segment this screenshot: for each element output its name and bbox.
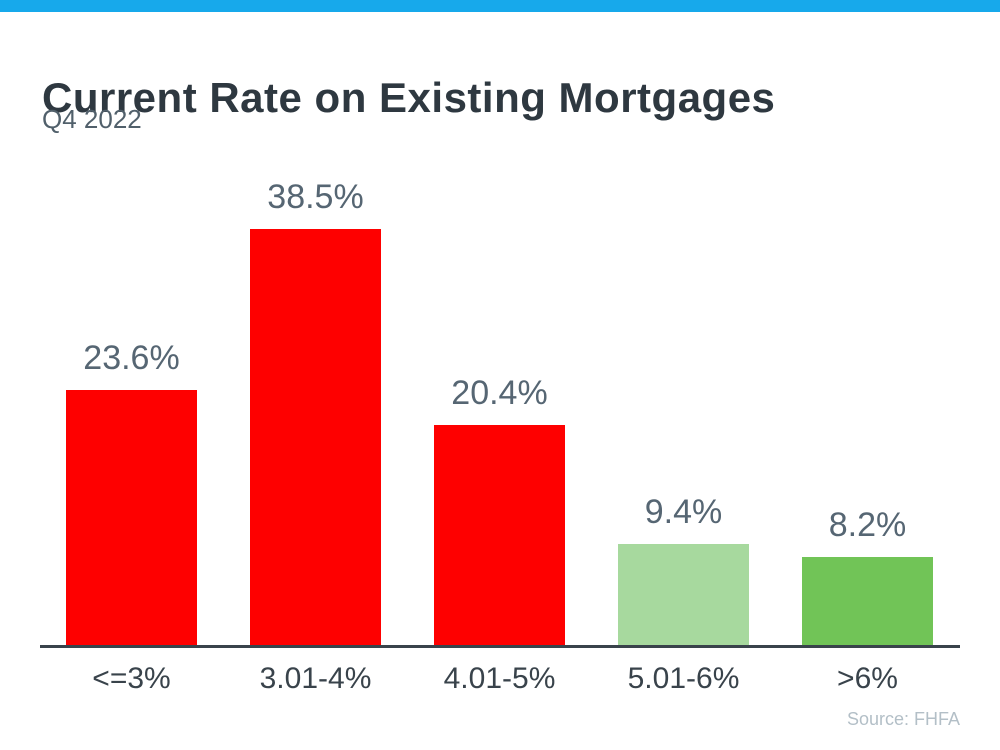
top-accent-bar [0,0,1000,12]
bar [434,425,565,646]
bar [618,544,749,646]
source-note: Source: FHFA [846,709,960,729]
bar-column: 9.4% [618,493,749,646]
bar-value-label: 20.4% [451,374,548,412]
x-axis-label: 5.01-6% [627,662,740,695]
chart-title: Current Rate on Existing Mortgages [42,74,776,122]
bar-value-label: 38.5% [267,178,364,216]
chart-subtitle: Q4 2022 [42,104,142,134]
plot-area: 23.6% 38.5% 20.4% 9.4% 8.2% [66,150,933,646]
bar-value-label: 9.4% [644,493,723,531]
bar-value-label: 8.2% [828,506,907,544]
x-axis-label: >6% [837,662,898,695]
bar [250,229,381,646]
x-axis-label: 3.01-4% [259,662,372,695]
bar-column: 8.2% [802,506,933,646]
bar-value-label: 23.6% [83,339,180,377]
bar [66,390,197,646]
x-axis-label: <=3% [92,662,171,695]
x-axis-line [40,645,960,648]
bar-column: 38.5% [250,178,381,646]
x-axis-label: 4.01-5% [443,662,556,695]
bar [802,557,933,646]
bar-column: 23.6% [66,339,197,646]
x-axis-labels: <=3% 3.01-4% 4.01-5% 5.01-6% >6% [66,662,933,696]
bar-column: 20.4% [434,374,565,646]
